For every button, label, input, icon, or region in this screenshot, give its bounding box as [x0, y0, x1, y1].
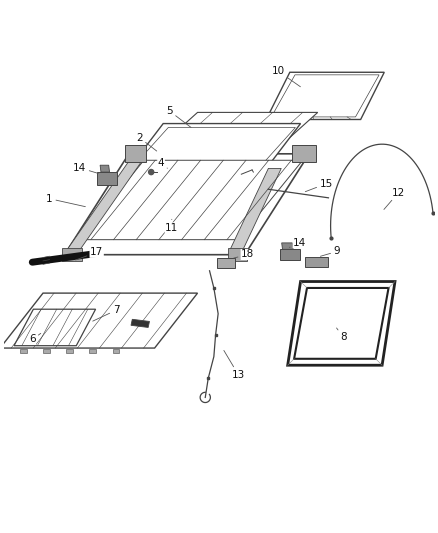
Polygon shape	[124, 124, 300, 174]
Polygon shape	[97, 172, 117, 185]
Text: 5: 5	[166, 106, 191, 127]
Text: 18: 18	[234, 249, 254, 260]
Polygon shape	[266, 72, 384, 119]
Polygon shape	[64, 154, 309, 255]
Text: 17: 17	[76, 247, 103, 260]
Polygon shape	[228, 248, 247, 261]
Text: 6: 6	[29, 333, 41, 344]
Polygon shape	[167, 112, 318, 140]
Text: 7: 7	[93, 305, 119, 321]
Text: 8: 8	[336, 328, 347, 342]
Polygon shape	[14, 309, 95, 346]
Text: 12: 12	[384, 188, 405, 209]
Text: 9: 9	[320, 246, 340, 256]
Polygon shape	[230, 168, 281, 251]
Polygon shape	[124, 145, 146, 163]
Polygon shape	[217, 258, 235, 268]
Bar	[20, 349, 27, 353]
Bar	[89, 349, 96, 353]
Polygon shape	[280, 249, 300, 260]
Text: 2: 2	[136, 133, 157, 151]
Text: 11: 11	[165, 219, 178, 233]
Circle shape	[148, 169, 154, 175]
Bar	[66, 349, 73, 353]
Text: 4: 4	[158, 158, 167, 168]
Text: 15: 15	[305, 179, 333, 192]
Bar	[113, 349, 120, 353]
Polygon shape	[305, 257, 328, 268]
Polygon shape	[292, 145, 315, 163]
Text: 14: 14	[290, 238, 306, 248]
Polygon shape	[79, 160, 303, 240]
Polygon shape	[288, 281, 395, 365]
Text: 1: 1	[46, 193, 85, 207]
Bar	[43, 349, 50, 353]
Text: 13: 13	[224, 350, 245, 379]
Polygon shape	[67, 158, 144, 251]
Text: 14: 14	[73, 163, 98, 173]
Polygon shape	[282, 243, 293, 249]
Polygon shape	[100, 165, 110, 172]
Polygon shape	[131, 319, 149, 327]
Polygon shape	[0, 293, 198, 348]
Polygon shape	[62, 248, 81, 261]
Text: 10: 10	[272, 66, 300, 87]
